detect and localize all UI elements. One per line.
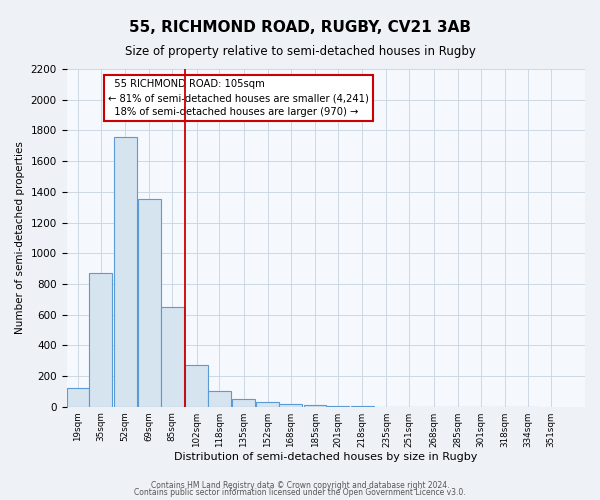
Bar xyxy=(138,200,161,406)
Text: 55, RICHMOND ROAD, RUGBY, CV21 3AB: 55, RICHMOND ROAD, RUGBY, CV21 3AB xyxy=(129,20,471,35)
Bar xyxy=(185,366,208,406)
Text: 55 RICHMOND ROAD: 105sqm
← 81% of semi-detached houses are smaller (4,241)
  18%: 55 RICHMOND ROAD: 105sqm ← 81% of semi-d… xyxy=(108,79,369,117)
Bar xyxy=(208,392,231,406)
Bar xyxy=(280,404,302,406)
Bar xyxy=(67,388,89,406)
Bar xyxy=(232,399,255,406)
Bar xyxy=(304,405,326,406)
Text: Contains HM Land Registry data © Crown copyright and database right 2024.: Contains HM Land Registry data © Crown c… xyxy=(151,480,449,490)
Y-axis label: Number of semi-detached properties: Number of semi-detached properties xyxy=(15,142,25,334)
Text: Size of property relative to semi-detached houses in Rugby: Size of property relative to semi-detach… xyxy=(125,45,475,58)
Text: Contains public sector information licensed under the Open Government Licence v3: Contains public sector information licen… xyxy=(134,488,466,497)
X-axis label: Distribution of semi-detached houses by size in Rugby: Distribution of semi-detached houses by … xyxy=(174,452,478,462)
Bar xyxy=(161,307,184,406)
Bar xyxy=(89,273,112,406)
Bar xyxy=(113,136,137,406)
Bar xyxy=(256,402,280,406)
